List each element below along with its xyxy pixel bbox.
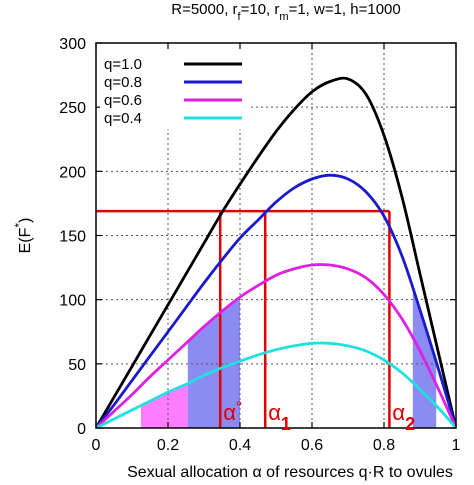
series-line-2 xyxy=(96,173,456,428)
series-line-3 xyxy=(96,263,456,428)
legend-entry-label: q=0.4 xyxy=(104,110,142,127)
reference-lines xyxy=(96,209,391,428)
legend-entry-label: q=1.0 xyxy=(104,56,142,73)
x-tick-label: 0.4 xyxy=(229,437,251,454)
marker-label-1: α° xyxy=(223,399,242,426)
marker-label-3: α2 xyxy=(392,400,415,434)
y-tick-label: 100 xyxy=(59,293,86,310)
series-line-1 xyxy=(96,76,456,428)
x-tick-label: 0.8 xyxy=(373,437,395,454)
legend-entry-label: q=0.6 xyxy=(104,92,142,109)
marker-labels: α° α1 α2 xyxy=(223,399,415,435)
y-tick-label: 150 xyxy=(59,229,86,246)
series-line-4 xyxy=(96,341,456,428)
shaded-region-1 xyxy=(141,383,188,428)
series-lines xyxy=(96,76,456,428)
y-tick-label: 0 xyxy=(77,421,86,438)
x-tick-label: 0.2 xyxy=(157,437,179,454)
x-tick-label: 0.6 xyxy=(301,437,323,454)
legend-background xyxy=(100,49,250,129)
y-tick-label: 200 xyxy=(59,164,86,181)
y-tick-label: 50 xyxy=(68,357,86,374)
legend: q=1.0q=0.8q=0.6q=0.4 xyxy=(100,49,250,129)
y-tick-label: 300 xyxy=(59,36,86,53)
x-tick-label: 0 xyxy=(92,437,101,454)
y-tick-label: 250 xyxy=(59,100,86,117)
marker-label-2: α1 xyxy=(268,400,291,434)
y-axis-label: E(F*) xyxy=(12,218,34,254)
legend-entry-label: q=0.8 xyxy=(104,74,142,91)
ticks: 0 0.2 0.4 0.6 0.8 1 0 50 100 150 200 250 300 xyxy=(59,36,460,454)
x-tick-label: 1 xyxy=(452,437,461,454)
x-axis-label: Sexual allocation α of resources q·R to … xyxy=(127,464,453,481)
chart-title: R=5000, rf=10, rm=1, w=1, h=1000 xyxy=(171,1,401,23)
